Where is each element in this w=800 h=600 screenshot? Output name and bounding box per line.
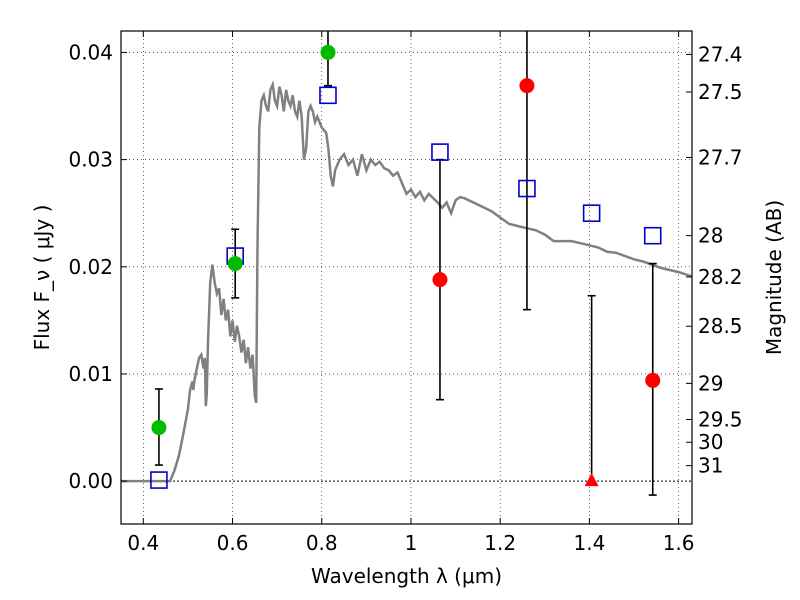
x-axis-ticks: 0.4 0.6 0.8 1 1.2 1.4 1.6 <box>127 31 695 555</box>
detection-point <box>227 256 243 272</box>
magnitude-tick-label: 28.5 <box>698 314 743 338</box>
model-point <box>431 143 449 161</box>
plot-contents <box>121 31 692 496</box>
model-point <box>643 226 662 245</box>
y-tick-label: 0.00 <box>68 469 113 493</box>
x-tick-label: 1 <box>405 531 418 555</box>
magnitude-tick-label: 27.4 <box>698 42 743 66</box>
model-point <box>582 204 601 222</box>
plot-frame <box>120 30 693 525</box>
low-significance-point <box>645 372 661 388</box>
x-tick-label: 1.4 <box>573 531 605 555</box>
grid <box>121 31 692 524</box>
detection-point <box>151 420 167 436</box>
x-tick-label: 0.4 <box>127 531 159 555</box>
magnitude-tick-label: 28.2 <box>698 265 743 289</box>
y-axis-title: Flux F_ν ( μJy ) <box>30 205 54 351</box>
magnitude-tick-label: 27.5 <box>698 80 743 104</box>
model-points <box>150 86 662 489</box>
magnitude-tick-label: 29 <box>698 371 723 395</box>
magnitude-tick-label: 28 <box>698 224 723 248</box>
y-tick-label: 0.03 <box>68 148 113 172</box>
magnitude-tick-label: 30 <box>698 430 723 454</box>
x-tick-label: 1.6 <box>663 531 695 555</box>
x-tick-label: 0.6 <box>217 531 249 555</box>
magnitude-axis-title: Magnitude (AB) <box>762 200 786 355</box>
y-tick-label: 0.04 <box>68 40 113 64</box>
model-point <box>319 86 337 105</box>
x-tick-label: 0.8 <box>306 531 338 555</box>
spectrum-line <box>121 80 692 483</box>
x-axis-title: Wavelength λ (μm) <box>311 564 502 588</box>
magnitude-tick-label: 31 <box>698 454 723 478</box>
magnitude-tick-label: 29.5 <box>698 407 743 431</box>
x-tick-label: 1.2 <box>484 531 516 555</box>
nondetection-point <box>584 473 599 487</box>
detection-point <box>320 44 336 60</box>
magnitude-tick-label: 27.7 <box>698 145 743 169</box>
data-points <box>151 44 661 487</box>
model-point <box>518 179 536 198</box>
y-tick-label: 0.01 <box>68 362 113 386</box>
low-significance-point <box>432 272 448 288</box>
y-axis-ticks: 0.00 0.01 0.02 0.03 0.04 <box>68 40 127 493</box>
model-point <box>150 471 168 489</box>
y-tick-label: 0.02 <box>68 255 113 279</box>
low-significance-point <box>519 78 535 94</box>
